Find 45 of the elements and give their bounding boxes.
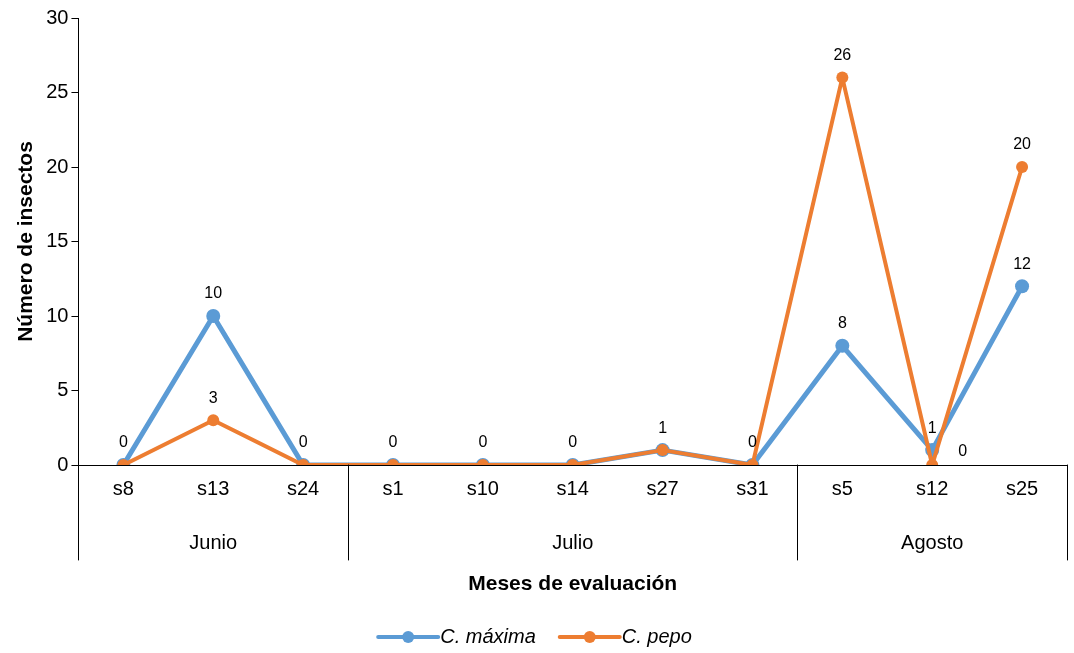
x-tick-label: s14 <box>556 476 589 499</box>
y-tick-label: 15 <box>46 229 69 252</box>
y-tick-label: 25 <box>46 80 69 103</box>
text: Agosto <box>901 530 964 553</box>
data-label: 8 <box>837 314 847 332</box>
data-label: 20 <box>1013 135 1032 153</box>
x-tick-label: s1 <box>382 476 404 499</box>
x-tick-label: s12 <box>916 476 949 499</box>
data-label: 0 <box>478 433 488 451</box>
data-label: 26 <box>833 46 852 64</box>
x-tick-label: s24 <box>286 476 320 499</box>
text: Junio <box>189 530 238 553</box>
data-label: 0 <box>748 433 758 451</box>
y-tick-label: 5 <box>57 378 69 401</box>
x-axis-title: Meses de evaluación <box>468 570 678 594</box>
data-label: 1 <box>927 418 937 436</box>
data-label: 0 <box>118 433 128 451</box>
data-label: 0 <box>958 442 968 460</box>
point <box>1016 161 1029 173</box>
data-label: 12 <box>1013 254 1032 272</box>
x-tick-label: s8 <box>112 476 134 499</box>
data-label: 0 <box>568 433 578 451</box>
x-tick-label: s10 <box>466 476 499 499</box>
y-tick-label: 0 <box>57 452 69 475</box>
y-tick-label: 10 <box>46 303 69 326</box>
text: Julio <box>552 530 594 553</box>
point <box>836 71 849 84</box>
data-label: 0 <box>298 433 308 451</box>
y-tick-label: 20 <box>46 154 69 177</box>
x-tick-label: s5 <box>831 476 853 499</box>
y-tick-label: 30 <box>46 5 69 28</box>
x-tick-label: s13 <box>197 476 230 499</box>
data-label: 3 <box>208 388 218 406</box>
x-tick-label: s31 <box>736 476 769 499</box>
data-label: 1 <box>658 418 668 436</box>
data-label: 0 <box>388 433 398 451</box>
legend-label: C. pepo <box>621 624 692 647</box>
x-tick-label: s27 <box>646 476 679 499</box>
x-tick-label: s25 <box>1005 476 1039 499</box>
point <box>835 338 850 353</box>
data-label: 10 <box>204 284 223 302</box>
point <box>206 309 221 323</box>
point <box>1015 279 1030 294</box>
y-axis-title: Número de insectos <box>13 141 37 342</box>
legend-label: C. máxima <box>440 624 536 647</box>
